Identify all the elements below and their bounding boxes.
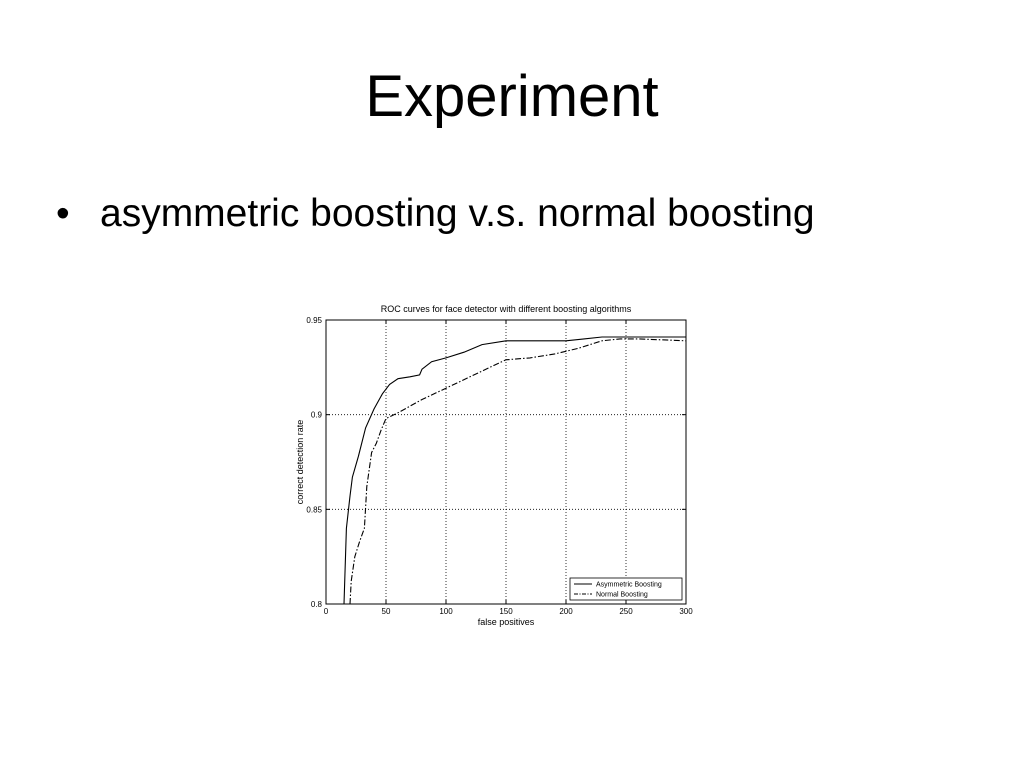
bullet-marker: • <box>56 192 70 235</box>
x-tick-label: 200 <box>559 607 573 616</box>
series-line-asymmetric-boosting <box>343 336 686 605</box>
x-tick-label: 0 <box>324 607 329 616</box>
bullet-item: • asymmetric boosting v.s. normal boostin… <box>56 188 815 240</box>
y-axis-label: correct detection rate <box>295 420 305 505</box>
y-tick-label: 0.9 <box>311 411 323 420</box>
axes-layer <box>325 319 687 605</box>
y-tick-label: 0.85 <box>306 505 322 514</box>
x-tick-label: 250 <box>619 607 633 616</box>
x-tick-label: 50 <box>382 607 391 616</box>
y-tick-label: 0.95 <box>306 316 322 325</box>
label-layer: 0 50 100 150 200 250 300 0.8 0.85 0.9 0.95 ROC curv… <box>295 304 693 627</box>
bullet-text: asymmetric boosting v.s. normal boosting <box>100 192 815 235</box>
legend-box <box>569 577 683 601</box>
series-layer <box>343 336 687 605</box>
series-line-normal-boosting <box>349 338 687 605</box>
legend-layer: Asymmetric Boosting Normal Boosting <box>569 577 683 601</box>
y-tick-label: 0.8 <box>311 600 323 609</box>
x-tick-label: 100 <box>439 607 453 616</box>
legend-label: Asymmetric Boosting <box>596 582 662 589</box>
x-axis-label: false positives <box>478 617 535 627</box>
grid-layer <box>326 320 686 604</box>
x-tick-label: 300 <box>679 607 693 616</box>
slide-title: Experiment <box>365 64 659 129</box>
x-tick-label: 150 <box>499 607 513 616</box>
chart-title: ROC curves for face detector with differ… <box>381 304 632 314</box>
legend-label: Normal Boosting <box>596 592 648 599</box>
